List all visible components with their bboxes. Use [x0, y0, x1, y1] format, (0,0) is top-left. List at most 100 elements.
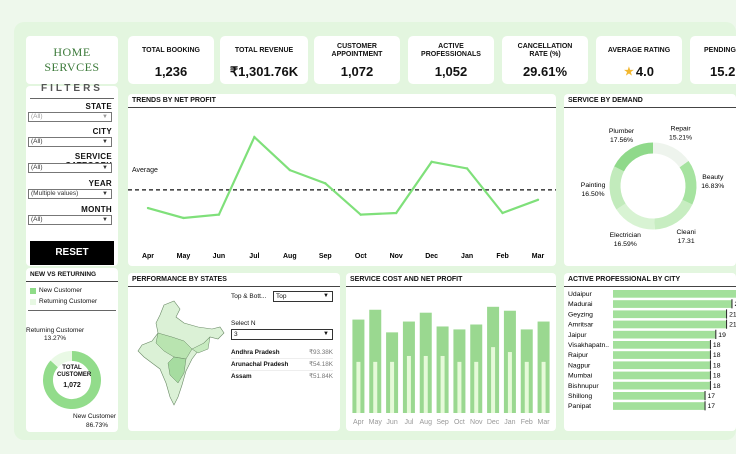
profit-bar[interactable]	[390, 361, 395, 413]
city-label: Udaipur	[568, 291, 593, 298]
city-bar[interactable]	[613, 381, 710, 390]
city-bar[interactable]	[613, 320, 727, 329]
trend-point[interactable]	[430, 160, 433, 164]
profit-bar[interactable]	[356, 361, 361, 413]
returning-pct: 13.27%	[44, 335, 67, 342]
demand-slice[interactable]	[679, 160, 697, 205]
profit-bar[interactable]	[423, 355, 428, 413]
state-filter-select[interactable]: (All) ▼	[28, 112, 112, 122]
trend-point[interactable]	[253, 135, 256, 139]
city-bar[interactable]	[613, 330, 716, 339]
new-pct: 86.73%	[85, 422, 108, 429]
city-value-label: 17	[708, 403, 716, 410]
cost-tick-label: Dec	[487, 419, 500, 426]
category-filter-select[interactable]: (All) ▼	[28, 163, 112, 173]
kpi-label: PENDING	[704, 47, 736, 54]
table-row[interactable]: Assam ₹51.84K	[231, 373, 333, 380]
table-row[interactable]: Arunachal Pradesh ₹54.18K	[231, 359, 333, 371]
city-filter-select[interactable]: (All) ▼	[28, 137, 112, 147]
trend-point[interactable]	[465, 167, 469, 170]
city-bar[interactable]	[613, 341, 710, 349]
trend-point[interactable]	[394, 211, 398, 215]
new-vs-returning-title: NEW VS RETURNING	[26, 268, 118, 282]
cost-tick-label: Nov	[470, 419, 483, 426]
demand-slice[interactable]	[652, 142, 689, 168]
kpi-label: ACTIVE PROFESSIONALS	[421, 43, 481, 58]
city-label: Shillong	[568, 393, 592, 400]
cost-profit-bar-chart: Apr May Jun Jul Aug Sep Oct Nov Dec Jan Feb Mar	[352, 306, 551, 426]
trend-tick-label: Apr	[142, 253, 154, 260]
city-bar[interactable]	[613, 310, 727, 319]
reset-button[interactable]: RESET	[30, 241, 114, 265]
trend-point[interactable]	[359, 213, 362, 216]
trend-point[interactable]	[146, 206, 150, 210]
kpi-value: 1,052	[434, 64, 468, 79]
trend-tick-label: Oct	[355, 253, 367, 260]
india-map[interactable]	[128, 293, 228, 423]
city-bar[interactable]	[613, 290, 736, 298]
table-row[interactable]: Andhra Pradesh ₹93.38K	[231, 347, 333, 359]
year-filter-label: YEAR	[88, 179, 112, 188]
trend-point[interactable]	[217, 213, 221, 216]
city-value-label: 18	[713, 342, 721, 349]
customer-slice[interactable]	[43, 351, 101, 409]
india-map-region[interactable]	[167, 356, 187, 384]
city-value-label: 17	[708, 393, 716, 400]
trend-tick-label: Mar	[532, 253, 545, 260]
trend-point[interactable]	[501, 211, 504, 215]
year-filter-select[interactable]: (Multiple values) ▼	[28, 189, 112, 199]
demand-slice-name: Beauty	[702, 174, 724, 181]
city-bar[interactable]	[613, 351, 710, 359]
kpi-active-professionals: ACTIVE PROFESSIONALS 1,052	[408, 36, 494, 84]
demand-slice[interactable]	[614, 142, 654, 172]
month-filter-select[interactable]: (All) ▼	[28, 215, 112, 225]
profit-bar[interactable]	[524, 361, 529, 413]
cost-tick-label: Mar	[538, 419, 551, 426]
trend-tick-label: Jan	[461, 253, 473, 260]
city-bar[interactable]	[613, 371, 710, 380]
trend-point[interactable]	[536, 198, 540, 201]
cost-tick-label: Oct	[454, 419, 465, 426]
demand-slice[interactable]	[609, 166, 626, 210]
trend-point[interactable]	[182, 216, 185, 220]
profit-bar[interactable]	[373, 361, 378, 413]
city-label: Geyzing	[568, 311, 593, 318]
demand-slice-value: 16.59%	[614, 241, 637, 248]
city-bar[interactable]	[613, 392, 705, 400]
profit-bar[interactable]	[406, 355, 411, 413]
india-map-region[interactable]	[191, 336, 211, 354]
city-value-label: 18	[713, 352, 721, 359]
profit-bar[interactable]	[541, 361, 546, 413]
city-label: Visakhapatn..	[568, 342, 609, 349]
city-bar[interactable]	[613, 361, 710, 370]
kpi-label: CUSTOMER APPOINTMENT	[331, 43, 383, 58]
cost-tick-label: Apr	[353, 419, 365, 426]
cost-tick-label: May	[369, 419, 383, 426]
profit-bar[interactable]	[507, 352, 512, 413]
kpi-value: 4.0	[635, 64, 654, 79]
cost-bar[interactable]	[369, 309, 382, 413]
demand-slice[interactable]	[616, 203, 655, 230]
new-vs-returning-panel: NEW VS RETURNING New Customer Returning …	[26, 268, 118, 432]
city-bar[interactable]	[613, 402, 705, 410]
trend-tick-label: Jul	[249, 253, 259, 260]
customer-slice[interactable]	[50, 351, 73, 368]
service-demand-panel: SERVICE BY DEMAND Beauty 16.83% Cleani 17.3…	[564, 94, 736, 266]
profit-bar[interactable]	[474, 361, 479, 413]
trend-point[interactable]	[288, 168, 292, 172]
topbot-select[interactable]: Top ▼	[273, 291, 333, 302]
trend-point[interactable]	[324, 182, 327, 185]
trends-title: TRENDS BY NET PROFIT	[128, 94, 556, 108]
chevron-down-icon: ▼	[102, 139, 108, 145]
chevron-down-icon: ▼	[102, 217, 108, 223]
profit-bar[interactable]	[440, 355, 445, 413]
profit-bar[interactable]	[491, 347, 496, 413]
kpi-cancellation-rate: CANCELLATION RATE (%) 29.61%	[502, 36, 588, 84]
city-filter-label: CITY	[92, 127, 112, 136]
demand-slice-name: Painting	[581, 182, 606, 189]
filters-panel: FILTERS STATE (All) ▼ CITY (All) ▼ SERVICE…	[26, 83, 118, 266]
city-bar[interactable]	[613, 300, 732, 308]
profit-bar[interactable]	[457, 361, 462, 413]
demand-slice[interactable]	[654, 199, 693, 230]
selectn-select[interactable]: 3 ▼	[231, 329, 333, 340]
